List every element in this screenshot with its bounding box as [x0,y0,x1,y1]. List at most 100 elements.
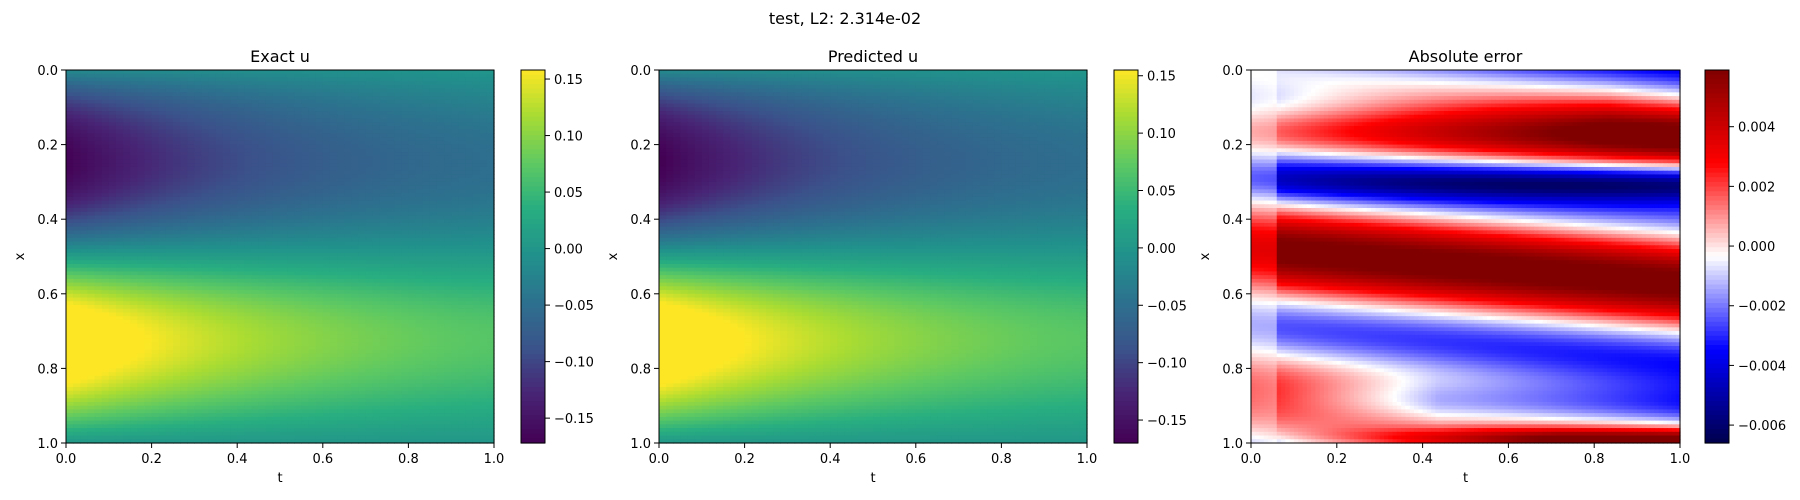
heatmap-cell [422,271,431,276]
heatmap-cell [230,237,238,243]
heatmap-cell [237,252,245,258]
heatmap-cell [165,125,174,131]
heatmap-cell [244,226,253,231]
heatmap-cell [351,357,360,362]
heatmap-cell [215,249,224,254]
heatmap-cell [379,152,388,157]
heatmap-cell [151,346,160,351]
heatmap-cell [287,99,295,105]
heatmap-cell [187,234,195,239]
heatmap-cell [258,263,267,269]
heatmap-cell [422,215,431,220]
heatmap-cell [422,103,431,108]
heatmap-cell [472,360,481,366]
heatmap-cell [165,308,174,314]
heatmap-cell [173,245,181,250]
heatmap-cell [322,185,331,190]
heatmap-cell [458,155,467,161]
heatmap-cell [351,331,360,336]
heatmap-cell [187,99,195,105]
heatmap-cell [244,267,253,273]
heatmap-cell [429,114,438,120]
heatmap-cell [73,92,81,97]
heatmap-cell [394,346,402,351]
heatmap-cell [308,196,317,202]
heatmap-cell [436,111,445,116]
heatmap-cell [301,118,310,123]
heatmap-cell [408,189,417,194]
heatmap-cell [365,140,374,146]
heatmap-cell [401,88,409,93]
heatmap-cell [358,133,367,138]
heatmap-cell [222,234,231,239]
heatmap-cell [294,155,302,161]
heatmap-cell [351,338,360,343]
heatmap-cell [265,334,274,340]
heatmap-cell [215,99,224,105]
heatmap-cell [180,84,188,90]
heatmap-cell [387,297,395,302]
heatmap-cell [394,219,402,224]
heatmap-cell [115,84,124,90]
heatmap-cell [287,88,295,93]
heatmap-cell [472,372,481,377]
heatmap-cell [230,353,238,358]
heatmap-cell [194,170,203,176]
heatmap-cell [101,304,110,310]
heatmap-cell [280,256,288,261]
heatmap-cell [358,249,367,254]
heatmap-cell [429,364,438,369]
heatmap-cell [237,278,245,284]
heatmap-cell [222,278,231,284]
heatmap-cell [258,323,267,328]
heatmap-cell [429,342,438,347]
heatmap-cell [422,372,431,377]
heatmap-cell [265,111,274,116]
heatmap-cell [394,319,402,325]
heatmap-cell [180,230,188,235]
heatmap-cell [230,241,238,246]
heatmap-cell [458,170,467,176]
heatmap-cell [436,360,445,366]
heatmap-cell [351,140,360,146]
heatmap-cell [80,208,88,213]
heatmap-cell [472,293,481,299]
heatmap-cell [130,230,138,235]
heatmap-cell [94,360,103,366]
heatmap-cell [251,372,260,377]
heatmap-cell [187,166,195,172]
heatmap-cell [344,189,352,194]
heatmap-cell [387,364,395,369]
heatmap-cell [294,375,302,381]
heatmap-cell [322,316,331,321]
heatmap-cell [265,211,274,217]
heatmap-cell [180,360,188,366]
heatmap-cell [244,271,253,276]
heatmap-cell [436,219,445,224]
heatmap-cell [394,301,402,306]
heatmap-cell [415,122,424,127]
heatmap-cell [351,368,360,373]
heatmap-cell [472,275,481,280]
heatmap-cell [194,282,203,287]
heatmap-cell [73,234,81,239]
heatmap-cell [401,290,409,295]
heatmap-cell [201,148,210,153]
heatmap-cell [180,319,188,325]
heatmap-cell [94,267,103,273]
heatmap-cell [94,155,103,161]
heatmap-cell [479,148,488,153]
heatmap-cell [66,297,74,302]
heatmap-cell [394,286,402,291]
heatmap-cell [137,360,146,366]
heatmap-cell [66,155,74,161]
heatmap-cell [486,353,495,358]
heatmap-cell [401,111,409,116]
heatmap-cell [308,181,317,187]
heatmap-cell [87,237,96,243]
heatmap-cell [379,319,388,325]
heatmap-cell [251,353,260,358]
heatmap-cell [322,200,331,205]
heatmap-cell [458,196,467,202]
heatmap-cell [322,122,331,127]
